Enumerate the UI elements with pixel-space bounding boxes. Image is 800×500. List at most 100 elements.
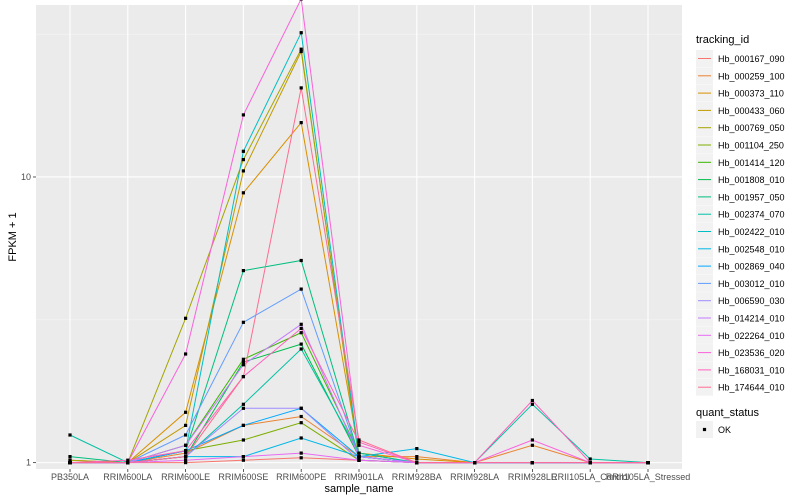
data-point xyxy=(530,402,534,406)
data-point xyxy=(241,113,245,117)
data-point xyxy=(241,149,245,153)
shape-legend-marker xyxy=(702,427,707,432)
legend-tracking-id: tracking_id Hb_000167_090 Hb_000259_100 Hb… xyxy=(696,34,785,396)
data-point xyxy=(241,438,245,442)
x-tick-label: RRIM600LE xyxy=(161,472,210,482)
data-point xyxy=(357,455,361,459)
data-point xyxy=(241,191,245,195)
data-point xyxy=(299,342,303,346)
data-point xyxy=(299,331,303,335)
legend-label: Hb_022264_010 xyxy=(718,331,785,341)
data-point xyxy=(357,440,361,444)
data-point xyxy=(415,447,419,451)
data-point xyxy=(126,461,130,465)
legend-label: Hb_002869_040 xyxy=(718,262,785,272)
data-point xyxy=(530,461,534,465)
legend-label: Hb_000769_050 xyxy=(718,123,785,133)
x-tick-label: RRIM600LA xyxy=(103,472,152,482)
data-point xyxy=(241,458,245,462)
legend-label: Hb_000433_060 xyxy=(718,106,785,116)
data-point xyxy=(530,443,534,447)
legend-label: Hb_174644_010 xyxy=(718,383,785,393)
x-tick-label: RRIM600SE xyxy=(218,472,268,482)
data-point xyxy=(299,326,303,330)
data-point xyxy=(299,451,303,455)
legend-title: tracking_id xyxy=(696,34,749,46)
x-axis-title: sample_name xyxy=(324,483,393,495)
data-point xyxy=(299,49,303,54)
data-point xyxy=(241,357,245,361)
data-point xyxy=(299,421,303,425)
x-tick-label: RRII105LA_Control xyxy=(551,472,629,482)
data-point xyxy=(184,449,188,453)
x-axis: PB350LA RRIM600LA RRIM600LE RRIM600SE RRIM60… xyxy=(51,469,690,482)
data-point xyxy=(184,352,188,356)
x-tick-label: RRII105LA_Stressed xyxy=(606,472,691,482)
legend-label: Hb_168031_010 xyxy=(718,365,785,375)
legend-quant-status: quant_status OK xyxy=(696,407,759,438)
data-point xyxy=(299,287,303,291)
data-point xyxy=(68,461,72,465)
data-points xyxy=(68,0,650,465)
data-point xyxy=(241,402,245,406)
legend-label: Hb_001414_120 xyxy=(718,158,785,168)
data-point xyxy=(299,258,303,263)
legend-label: Hb_000259_100 xyxy=(718,71,785,81)
y-axis-title: FPKM + 1 xyxy=(7,212,19,261)
data-point xyxy=(530,398,534,403)
data-point xyxy=(299,121,303,125)
x-tick-label: RRIM928BA xyxy=(392,472,442,482)
data-point xyxy=(241,406,245,410)
data-point xyxy=(241,360,245,364)
data-point xyxy=(357,451,361,455)
data-point xyxy=(299,322,303,326)
data-point xyxy=(184,455,188,459)
data-point xyxy=(415,455,419,459)
data-point xyxy=(299,86,303,90)
legend-label: Hb_001957_050 xyxy=(718,192,785,202)
data-point xyxy=(184,410,188,414)
data-point xyxy=(184,461,188,465)
legend-label: Hb_023536_020 xyxy=(718,348,785,358)
legend-label: Hb_002548_010 xyxy=(718,244,785,254)
data-point xyxy=(184,433,188,437)
data-point xyxy=(241,423,245,427)
data-point xyxy=(126,458,130,462)
data-point xyxy=(530,438,534,442)
data-point xyxy=(299,456,303,460)
data-point xyxy=(299,0,303,1)
x-tick-label: RRIM928LE xyxy=(508,472,557,482)
data-point xyxy=(357,458,361,462)
legend-label: Hb_014214_010 xyxy=(718,314,785,324)
x-tick-label: RRIM901LA xyxy=(334,472,383,482)
data-point xyxy=(299,406,303,410)
legend-label: Hb_002422_010 xyxy=(718,227,785,237)
y-axis: 1 10 xyxy=(21,172,36,468)
legend-label: Hb_000373_110 xyxy=(718,89,784,99)
data-point xyxy=(241,269,245,273)
y-tick-label: 10 xyxy=(21,172,31,182)
data-point xyxy=(241,320,245,324)
data-point xyxy=(646,461,650,465)
y-tick-label: 1 xyxy=(26,458,31,468)
legend-label: Hb_006590_030 xyxy=(718,296,785,306)
data-point xyxy=(357,443,361,447)
legend-label: Hb_002374_070 xyxy=(718,210,785,220)
data-point xyxy=(588,461,592,465)
data-point xyxy=(184,423,188,427)
data-point xyxy=(241,375,245,379)
data-point xyxy=(184,316,188,320)
data-point xyxy=(357,438,361,442)
shape-legend-label: OK xyxy=(718,425,731,435)
data-point xyxy=(299,31,303,35)
data-point xyxy=(184,458,188,462)
x-tick-label: RRIM928LA xyxy=(450,472,499,482)
legend-label: Hb_003012_010 xyxy=(718,279,785,289)
data-point xyxy=(299,347,303,351)
legend-label: Hb_001808_010 xyxy=(718,175,785,185)
data-point xyxy=(299,414,303,419)
data-point xyxy=(241,158,245,162)
legend-label: Hb_001104_250 xyxy=(718,141,784,151)
data-point xyxy=(241,363,245,367)
